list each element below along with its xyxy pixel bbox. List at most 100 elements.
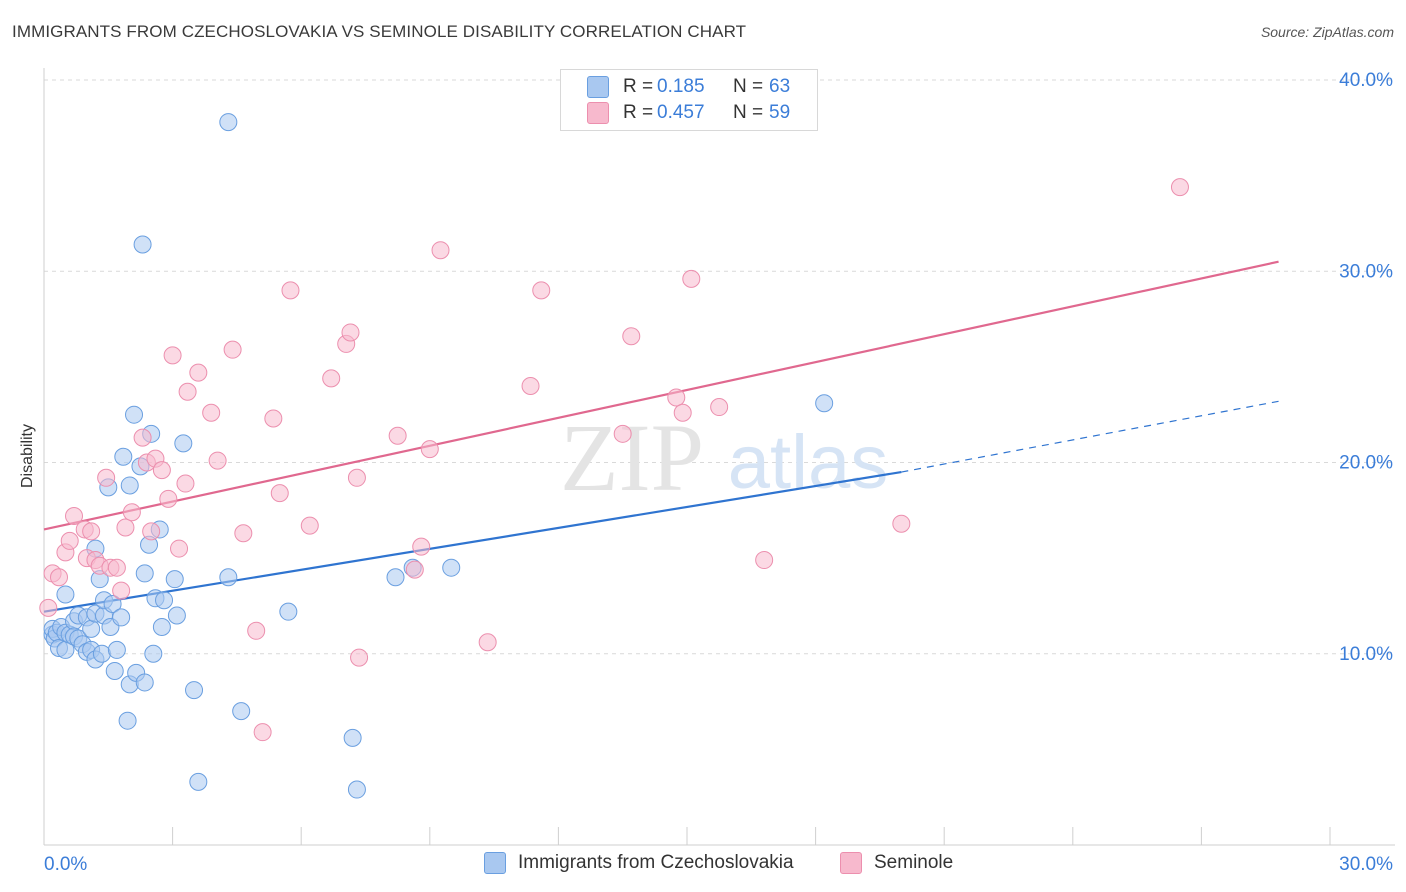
- x-tick-label: 0.0%: [44, 854, 87, 875]
- chart-title: IMMIGRANTS FROM CZECHOSLOVAKIA VS SEMINO…: [12, 22, 747, 41]
- point-seminole: [532, 281, 551, 300]
- trend-lines: [43, 260, 1279, 613]
- point-seminole: [247, 621, 266, 640]
- tick-labels-layer: 10.0% 20.0% 30.0% 40.0% 0.0% 30.0%: [44, 70, 1393, 875]
- point-seminole: [178, 382, 197, 401]
- point-czechoslovakia: [118, 711, 137, 730]
- y-tick-label: 30.0%: [1339, 261, 1393, 282]
- point-czechoslovakia: [152, 617, 171, 636]
- point-seminole: [478, 633, 497, 652]
- pink-swatch: [587, 102, 609, 124]
- point-seminole: [234, 524, 253, 543]
- point-seminole: [176, 474, 195, 493]
- point-seminole: [122, 503, 141, 522]
- point-seminole: [170, 539, 189, 558]
- point-seminole: [202, 403, 221, 422]
- blue-swatch: [587, 76, 609, 98]
- watermark-zip: ZIP: [560, 404, 704, 511]
- point-seminole: [613, 424, 632, 443]
- point-czechoslovakia: [125, 405, 144, 424]
- point-seminole: [431, 241, 450, 260]
- point-seminole: [347, 468, 366, 487]
- n-label: N =: [733, 76, 764, 97]
- watermark-atlas: atlas: [728, 420, 889, 505]
- x-tick-label: 30.0%: [1339, 854, 1393, 875]
- point-czechoslovakia: [107, 640, 126, 659]
- trend-line-seminole: [43, 260, 1279, 531]
- point-seminole: [755, 551, 774, 570]
- point-seminole: [253, 723, 272, 742]
- point-seminole: [405, 560, 424, 579]
- legend-label: Seminole: [874, 852, 954, 873]
- point-czechoslovakia: [133, 235, 152, 254]
- point-seminole: [281, 281, 300, 300]
- point-seminole: [159, 489, 178, 508]
- point-seminole: [322, 369, 341, 388]
- n-value: 59: [769, 102, 791, 123]
- point-seminole: [412, 537, 431, 556]
- point-seminole: [673, 403, 692, 422]
- point-seminole: [892, 514, 911, 533]
- r-value: 0.457: [657, 102, 705, 123]
- point-czechoslovakia: [343, 728, 362, 747]
- point-seminole: [189, 363, 208, 382]
- point-czechoslovakia: [185, 681, 204, 700]
- point-seminole: [208, 451, 227, 470]
- y-tick-label: 10.0%: [1339, 644, 1393, 665]
- legend-row-blue: R = 0.185 N = 63: [587, 75, 790, 99]
- point-seminole: [682, 269, 701, 288]
- y-tick-label: 40.0%: [1339, 70, 1393, 91]
- legend-item-seminole: Seminole: [840, 852, 953, 874]
- point-czechoslovakia: [105, 661, 124, 680]
- point-seminole: [667, 388, 686, 407]
- trend-line-czechoslovakia-extension: [901, 400, 1279, 473]
- point-czechoslovakia: [112, 608, 131, 627]
- point-czechoslovakia: [56, 585, 75, 604]
- point-seminole: [133, 428, 152, 447]
- stats-legend: R = 0.185 N = 63 R = 0.457 N = 59: [560, 69, 818, 131]
- point-seminole: [300, 516, 319, 535]
- point-czechoslovakia: [219, 568, 238, 587]
- point-seminole: [622, 327, 641, 346]
- axes-layer: [43, 68, 1395, 846]
- r-label: R =: [623, 102, 654, 123]
- point-seminole: [82, 522, 101, 541]
- point-seminole: [710, 398, 729, 417]
- points-layer: [39, 113, 1189, 799]
- n-value: 63: [769, 76, 791, 97]
- legend-item-czechoslovakia: Immigrants from Czechoslovakia: [484, 852, 794, 874]
- r-value: 0.185: [657, 76, 705, 97]
- n-label: N =: [733, 102, 764, 123]
- source-credit: Source: ZipAtlas.com: [1260, 24, 1394, 40]
- point-czechoslovakia: [135, 673, 154, 692]
- point-seminole: [1170, 178, 1189, 197]
- point-czechoslovakia: [82, 619, 101, 638]
- point-czechoslovakia: [386, 568, 405, 587]
- point-czechoslovakia: [120, 476, 139, 495]
- point-seminole: [270, 484, 289, 503]
- point-seminole: [223, 340, 242, 359]
- point-seminole: [97, 468, 116, 487]
- legend-label: Immigrants from Czechoslovakia: [518, 852, 794, 873]
- legend-row-pink: R = 0.457 N = 59: [587, 101, 790, 125]
- point-seminole: [521, 377, 540, 395]
- point-czechoslovakia: [279, 602, 298, 621]
- point-czechoslovakia: [347, 780, 366, 799]
- point-seminole: [116, 518, 135, 537]
- point-seminole: [388, 426, 407, 445]
- point-seminole: [39, 598, 58, 617]
- point-czechoslovakia: [167, 606, 186, 625]
- point-seminole: [420, 440, 439, 459]
- point-seminole: [142, 522, 161, 541]
- point-czechoslovakia: [114, 447, 133, 466]
- point-seminole: [163, 346, 182, 365]
- point-czechoslovakia: [189, 772, 208, 791]
- grid-layer: [44, 79, 1395, 655]
- point-czechoslovakia: [165, 570, 184, 589]
- point-seminole: [350, 648, 369, 667]
- point-czechoslovakia: [174, 434, 193, 453]
- point-czechoslovakia: [442, 558, 461, 577]
- y-axis-label: Disability: [19, 423, 36, 489]
- point-czechoslovakia: [815, 394, 834, 413]
